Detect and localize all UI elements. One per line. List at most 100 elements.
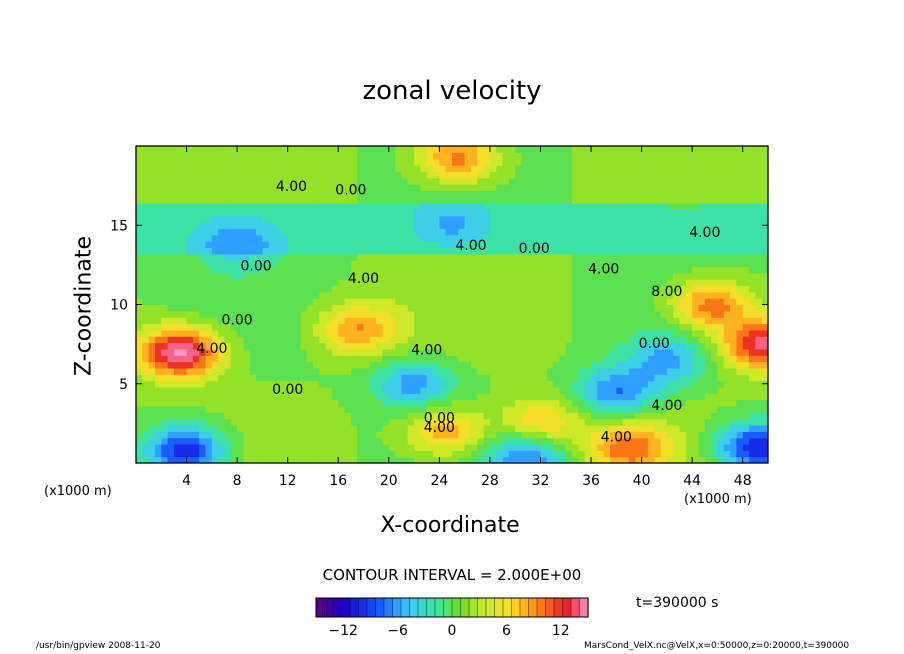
field-cell (167, 399, 175, 407)
field-cell (445, 184, 453, 191)
field-cell (312, 222, 320, 230)
field-cell (610, 203, 617, 210)
field-cell (268, 260, 276, 268)
field-cell (597, 234, 605, 242)
field-cell (376, 241, 384, 249)
field-cell (331, 412, 339, 420)
field-cell (723, 405, 731, 413)
field-cell (369, 393, 377, 401)
field-cell (685, 336, 693, 344)
field-cell (376, 215, 384, 223)
field-cell (237, 380, 245, 388)
field-cell (211, 342, 219, 350)
field-cell (660, 177, 668, 185)
field-cell (192, 424, 200, 432)
field-cell (553, 323, 561, 331)
field-cell (755, 443, 763, 451)
field-cell (420, 399, 428, 407)
field-cell (584, 450, 592, 458)
field-cell (628, 291, 636, 299)
field-cell (717, 412, 725, 420)
field-cell (243, 272, 251, 280)
field-cell (622, 431, 630, 439)
field-cell (483, 342, 491, 350)
field-cell (192, 355, 200, 363)
field-cell (312, 393, 320, 401)
field-cell (306, 418, 314, 426)
field-cell (660, 196, 668, 204)
field-cell (136, 399, 143, 407)
field-cell (698, 374, 706, 382)
field-cell (388, 253, 396, 261)
field-cell (502, 329, 510, 337)
field-cell (641, 228, 649, 236)
field-cell (180, 165, 188, 172)
field-cell (173, 412, 181, 420)
field-cell (363, 177, 371, 185)
field-cell (230, 418, 238, 426)
field-cell (578, 165, 586, 172)
field-cell (445, 412, 453, 420)
field-cell (761, 317, 768, 325)
field-cell (192, 310, 200, 318)
field-cell (647, 412, 655, 420)
field-cell (597, 177, 605, 185)
field-cell (199, 196, 207, 204)
field-cell (654, 209, 662, 217)
field-cell (628, 177, 636, 185)
field-cell (736, 418, 744, 426)
field-cell (256, 348, 263, 356)
field-cell (420, 260, 428, 268)
field-cell (578, 152, 586, 160)
field-cell (167, 336, 175, 344)
field-cell (521, 329, 529, 337)
field-cell (730, 367, 737, 375)
field-cell (572, 361, 579, 369)
field-cell (578, 348, 586, 356)
field-cell (597, 184, 605, 191)
field-cell (414, 399, 421, 407)
field-cell (673, 443, 681, 451)
field-cell (711, 405, 719, 413)
field-cell (173, 152, 181, 160)
field-cell (369, 266, 377, 274)
field-cell (534, 450, 542, 458)
field-cell (641, 443, 649, 451)
field-cell (237, 418, 245, 426)
field-cell (401, 260, 409, 268)
field-cell (647, 355, 655, 363)
field-cell (382, 374, 390, 382)
field-cell (458, 348, 466, 356)
field-cell (597, 437, 605, 445)
field-cell (180, 234, 188, 242)
field-cell (186, 386, 194, 394)
field-cell (521, 405, 529, 413)
field-cell (666, 367, 674, 375)
field-cell (597, 158, 605, 166)
field-cell (591, 291, 598, 299)
field-cell (237, 367, 245, 375)
field-cell (173, 329, 181, 337)
field-cell (540, 260, 548, 268)
field-cell (489, 374, 497, 382)
field-cell (363, 203, 371, 210)
field-cell (610, 190, 617, 198)
field-cell (230, 272, 238, 280)
field-cell (205, 342, 213, 350)
field-cell (483, 253, 491, 261)
field-cell (306, 456, 314, 463)
field-cell (281, 253, 289, 261)
field-cell (205, 234, 213, 242)
field-cell (414, 177, 421, 185)
field-cell (344, 241, 352, 249)
field-cell (275, 234, 282, 242)
field-cell (540, 146, 548, 153)
field-cell (597, 165, 605, 172)
field-cell (559, 437, 567, 445)
field-cell (736, 336, 744, 344)
field-cell (249, 304, 257, 312)
field-cell (502, 298, 510, 306)
field-cell (224, 253, 232, 261)
field-cell (325, 329, 333, 337)
